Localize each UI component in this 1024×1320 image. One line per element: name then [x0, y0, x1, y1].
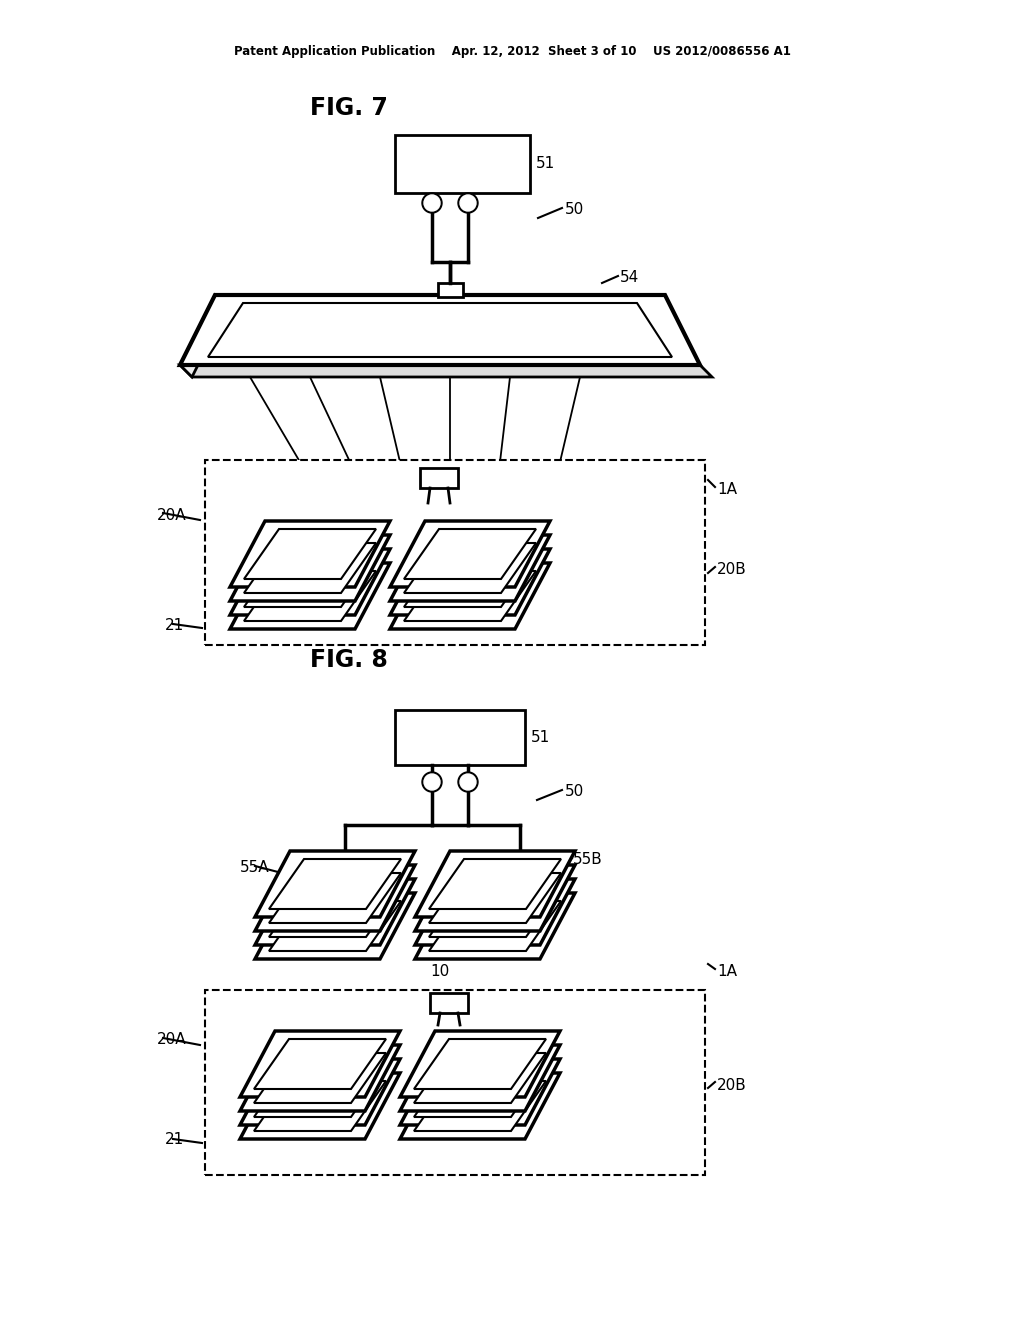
- Text: 51: 51: [536, 157, 555, 172]
- Polygon shape: [400, 1059, 560, 1125]
- Polygon shape: [429, 887, 561, 937]
- Text: 55B: 55B: [573, 853, 603, 867]
- Polygon shape: [415, 894, 575, 960]
- Polygon shape: [254, 1053, 386, 1104]
- Polygon shape: [240, 1045, 400, 1111]
- Polygon shape: [404, 529, 536, 579]
- Text: 20B: 20B: [717, 1077, 746, 1093]
- Polygon shape: [240, 1059, 400, 1125]
- Bar: [430, 993, 468, 1012]
- Bar: [438, 282, 463, 297]
- Polygon shape: [415, 879, 575, 945]
- Polygon shape: [429, 873, 561, 923]
- Polygon shape: [414, 1039, 546, 1089]
- Polygon shape: [244, 572, 376, 620]
- Text: 50: 50: [565, 784, 585, 800]
- Polygon shape: [230, 549, 390, 615]
- Polygon shape: [390, 521, 550, 587]
- Circle shape: [460, 774, 476, 789]
- Polygon shape: [255, 894, 415, 960]
- Polygon shape: [429, 859, 561, 909]
- Circle shape: [424, 195, 440, 211]
- Polygon shape: [240, 1031, 400, 1097]
- Polygon shape: [429, 902, 561, 950]
- Text: 20A: 20A: [157, 507, 186, 523]
- Polygon shape: [244, 543, 376, 593]
- Polygon shape: [415, 851, 575, 917]
- Circle shape: [422, 193, 442, 213]
- Text: 20A: 20A: [157, 1032, 186, 1048]
- Polygon shape: [230, 521, 390, 587]
- Polygon shape: [400, 1073, 560, 1139]
- Polygon shape: [269, 887, 401, 937]
- Text: FIG. 7: FIG. 7: [310, 96, 388, 120]
- Polygon shape: [414, 1067, 546, 1117]
- Polygon shape: [254, 1039, 386, 1089]
- Polygon shape: [414, 1081, 546, 1131]
- Text: 21: 21: [165, 1133, 184, 1147]
- Polygon shape: [180, 294, 227, 378]
- Text: FIG. 8: FIG. 8: [310, 648, 388, 672]
- Polygon shape: [230, 564, 390, 630]
- Bar: [395, 135, 530, 193]
- Polygon shape: [255, 879, 415, 945]
- Polygon shape: [244, 529, 376, 579]
- Polygon shape: [269, 902, 401, 950]
- Text: Patent Application Publication    Apr. 12, 2012  Sheet 3 of 10    US 2012/008655: Patent Application Publication Apr. 12, …: [233, 45, 791, 58]
- Text: 1A: 1A: [717, 965, 737, 979]
- Text: 20B: 20B: [717, 562, 746, 578]
- Polygon shape: [240, 1073, 400, 1139]
- Bar: [205, 990, 705, 1175]
- Polygon shape: [230, 535, 390, 601]
- Polygon shape: [404, 543, 536, 593]
- Text: 51: 51: [531, 730, 550, 744]
- Polygon shape: [400, 1045, 560, 1111]
- Bar: [205, 459, 705, 645]
- Polygon shape: [390, 564, 550, 630]
- Polygon shape: [244, 557, 376, 607]
- Polygon shape: [254, 1081, 386, 1131]
- Polygon shape: [254, 1067, 386, 1117]
- Polygon shape: [269, 859, 401, 909]
- Polygon shape: [180, 366, 712, 378]
- Circle shape: [460, 195, 476, 211]
- Circle shape: [458, 193, 478, 213]
- Polygon shape: [404, 557, 536, 607]
- Polygon shape: [255, 865, 415, 931]
- Polygon shape: [390, 535, 550, 601]
- Polygon shape: [390, 549, 550, 615]
- Polygon shape: [180, 294, 700, 366]
- Polygon shape: [404, 572, 536, 620]
- Text: 54: 54: [620, 271, 639, 285]
- Polygon shape: [208, 304, 672, 356]
- Polygon shape: [400, 1031, 560, 1097]
- Text: 50: 50: [565, 202, 585, 218]
- Bar: [395, 710, 525, 766]
- Text: 10: 10: [406, 333, 425, 347]
- Text: 55A: 55A: [240, 861, 269, 875]
- Text: 1A: 1A: [717, 483, 737, 498]
- Circle shape: [458, 772, 478, 792]
- Circle shape: [422, 772, 442, 792]
- Polygon shape: [414, 1053, 546, 1104]
- Circle shape: [424, 774, 440, 789]
- Bar: [420, 469, 458, 488]
- Polygon shape: [269, 873, 401, 923]
- Text: 10: 10: [430, 965, 450, 979]
- Text: 21: 21: [165, 618, 184, 632]
- Polygon shape: [415, 865, 575, 931]
- Polygon shape: [255, 851, 415, 917]
